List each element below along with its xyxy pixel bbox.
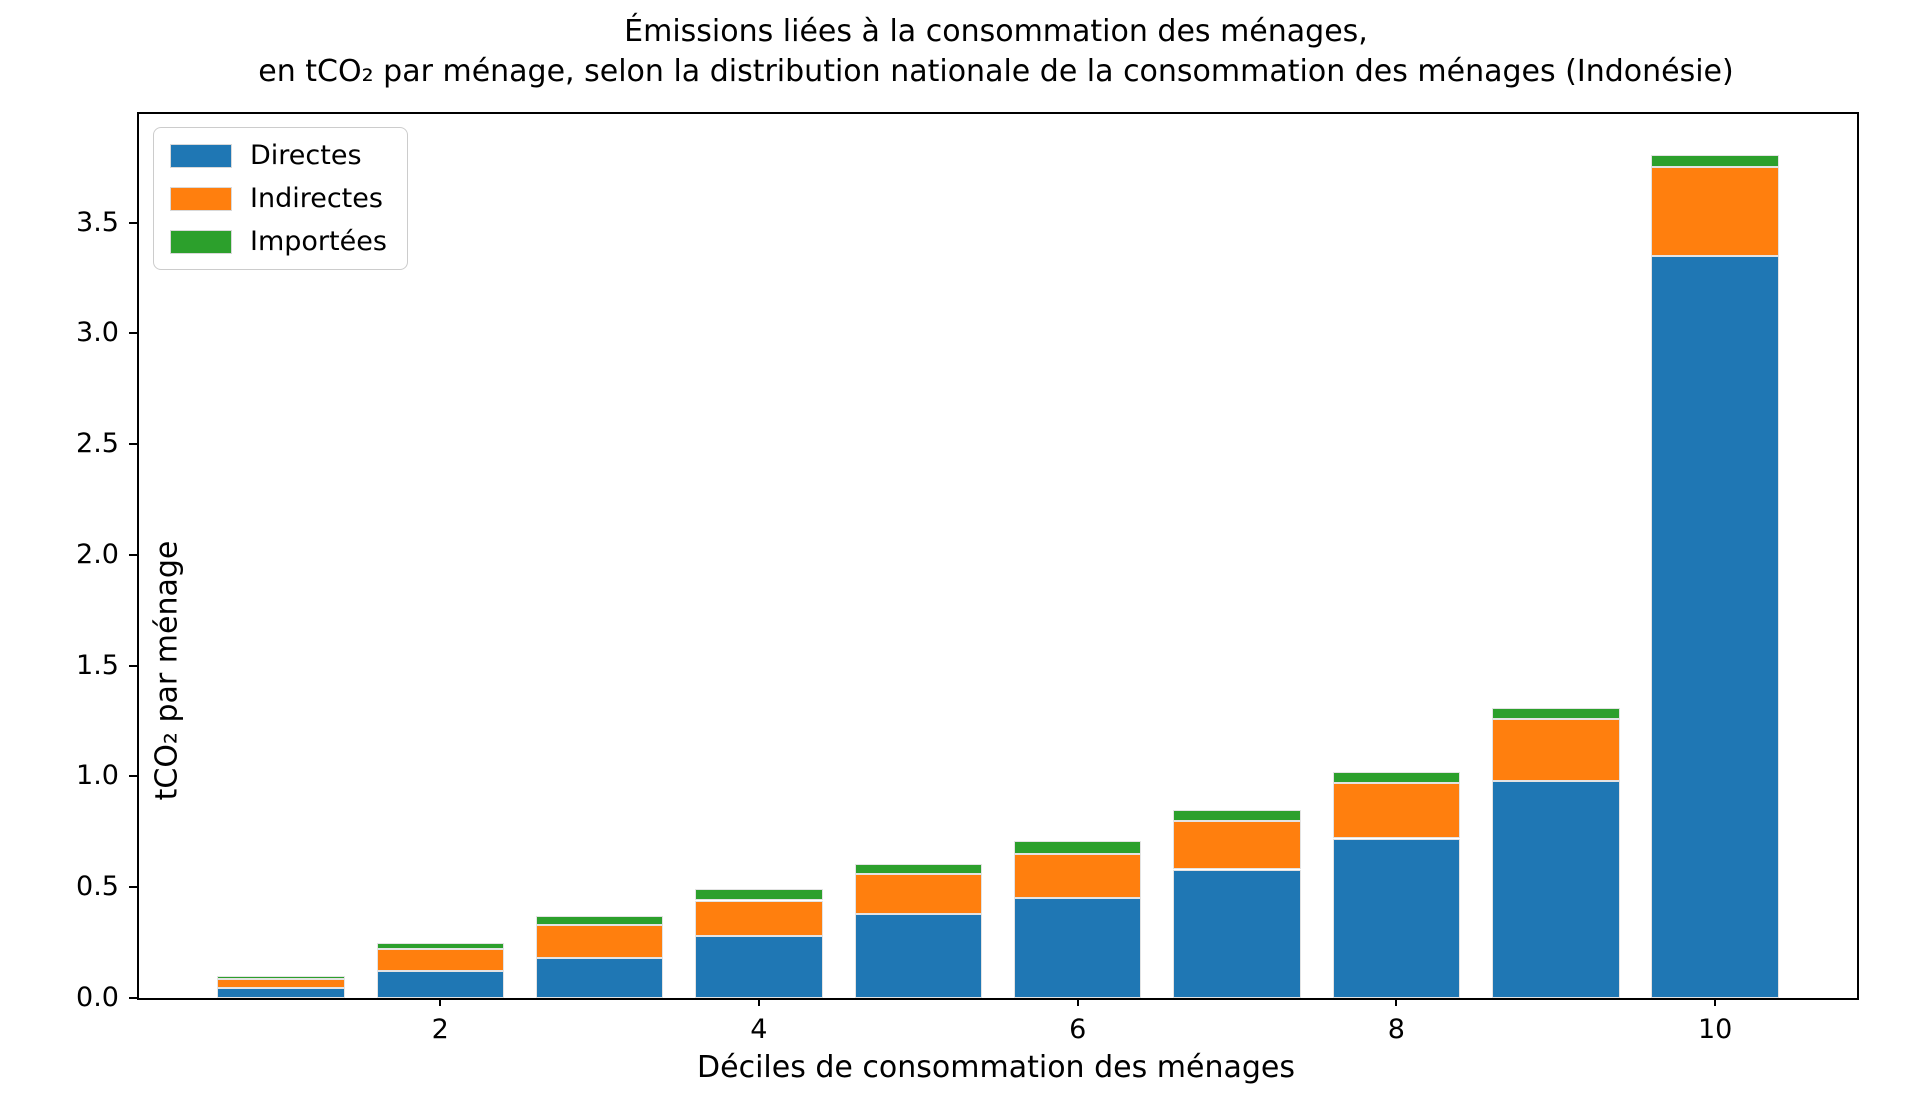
y-tick-label: 0.5	[76, 871, 119, 903]
bar-segment-importées-decile-3	[535, 916, 664, 925]
chart-title-line1: Émissions liées à la consommation des mé…	[624, 14, 1368, 49]
y-tick-mark	[129, 664, 137, 667]
x-tick-mark	[1395, 998, 1398, 1006]
y-tick-mark	[129, 221, 137, 224]
legend-label-importées: Importées	[250, 226, 387, 257]
bar-segment-importées-decile-2	[376, 942, 504, 950]
bar-segment-importées-decile-6	[1013, 840, 1142, 854]
x-tick-label: 4	[750, 1014, 768, 1045]
bar-segment-indirectes-decile-4	[695, 900, 823, 936]
y-tick-mark	[129, 997, 137, 999]
x-tick-label: 6	[1069, 1014, 1087, 1045]
chart-title-line2: en tCO₂ par ménage, selon la distributio…	[258, 54, 1734, 89]
bar-segment-importées-decile-7	[1173, 809, 1301, 821]
y-tick-mark	[129, 443, 137, 446]
x-tick-label: 2	[431, 1014, 449, 1045]
y-axis-label: tCO₂ par ménage	[149, 540, 185, 801]
y-tick-label: 2.5	[76, 428, 119, 460]
bar-segment-importées-decile-1	[217, 975, 345, 980]
x-tick-label: 8	[1387, 1014, 1405, 1045]
y-tick-mark	[129, 886, 137, 889]
y-tick-label: 1.0	[76, 760, 119, 792]
bar-segment-importées-decile-5	[854, 864, 983, 874]
y-tick-mark	[129, 553, 137, 556]
legend-swatch-indirectes	[170, 186, 232, 211]
bar-segment-directes-decile-2	[376, 971, 504, 998]
bar-segment-importées-decile-10	[1651, 155, 1779, 168]
bar-segment-directes-decile-3	[535, 958, 664, 998]
x-tick-mark	[757, 998, 760, 1006]
bar-segment-indirectes-decile-2	[376, 949, 504, 972]
bar-segment-indirectes-decile-5	[854, 873, 983, 914]
x-tick-mark	[1714, 998, 1717, 1006]
bar-segment-directes-decile-8	[1332, 838, 1461, 998]
legend: Directes Indirectes Importées	[153, 127, 408, 270]
bar-segment-directes-decile-6	[1013, 898, 1142, 998]
y-tick-label: 3.5	[76, 206, 119, 238]
y-tick-mark	[129, 775, 137, 778]
legend-item-indirectes: Indirectes	[170, 183, 387, 214]
bar-segment-directes-decile-10	[1651, 255, 1779, 998]
bar-segment-importées-decile-8	[1332, 772, 1461, 784]
y-tick-label: 3.0	[76, 317, 119, 349]
legend-swatch-importées	[170, 229, 232, 254]
x-tick-mark	[439, 998, 442, 1006]
y-tick-label: 0.0	[76, 982, 119, 1013]
bar-segment-directes-decile-4	[695, 936, 823, 998]
plot-area: tCO₂ par ménage Directes Indirectes Import…	[76, 112, 1859, 1045]
bar-segment-indirectes-decile-7	[1173, 820, 1301, 870]
legend-item-importées: Importées	[170, 226, 387, 257]
y-tick-label: 1.5	[76, 649, 119, 681]
bar-segment-indirectes-decile-10	[1651, 167, 1779, 256]
bar-segment-indirectes-decile-1	[217, 979, 345, 989]
bar-segment-directes-decile-1	[217, 988, 345, 998]
legend-label-indirectes: Indirectes	[250, 183, 383, 214]
bar-segment-directes-decile-7	[1173, 869, 1301, 998]
bar-segment-directes-decile-9	[1492, 780, 1620, 998]
legend-item-directes: Directes	[170, 140, 387, 171]
legend-swatch-directes	[170, 143, 232, 168]
y-tick-label: 2.0	[76, 538, 119, 570]
bar-segment-indirectes-decile-3	[535, 924, 664, 959]
y-tick-mark	[129, 332, 137, 335]
bar-segment-indirectes-decile-8	[1332, 783, 1461, 839]
bar-segment-indirectes-decile-9	[1492, 718, 1620, 781]
legend-label-directes: Directes	[250, 140, 362, 171]
bar-segment-indirectes-decile-6	[1013, 854, 1142, 899]
bar-segment-directes-decile-5	[854, 913, 983, 998]
x-tick-label: 10	[1698, 1014, 1733, 1045]
bar-segment-importées-decile-4	[695, 889, 823, 901]
x-tick-mark	[1076, 998, 1079, 1006]
bar-segment-importées-decile-9	[1492, 707, 1620, 719]
chart-title: Émissions liées à la consommation des mé…	[101, 12, 1891, 92]
x-axis-label: Déciles de consommation des ménages	[697, 1050, 1295, 1085]
